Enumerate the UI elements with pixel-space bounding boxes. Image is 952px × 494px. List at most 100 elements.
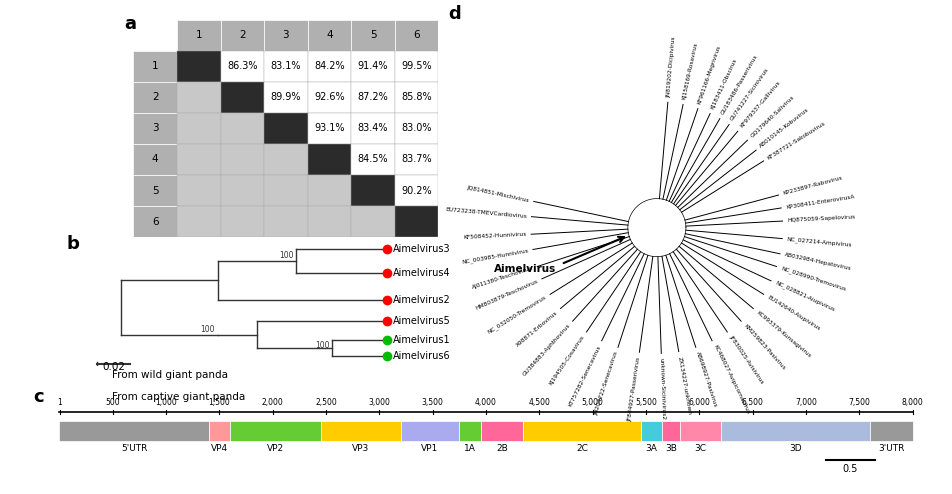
Bar	[459, 421, 480, 441]
Text: JQ814851-Mischivirus: JQ814851-Mischivirus	[466, 185, 529, 203]
Bar	[394, 20, 438, 51]
Bar	[394, 175, 438, 206]
Text: 3C: 3C	[694, 444, 705, 453]
Text: 5,500: 5,500	[634, 399, 656, 408]
Text: 86.3%: 86.3%	[227, 61, 257, 71]
Bar	[351, 113, 394, 144]
Text: Aimelvirus4: Aimelvirus4	[392, 268, 450, 278]
Text: 1A: 1A	[464, 444, 475, 453]
Text: 3,500: 3,500	[422, 399, 444, 408]
Bar	[133, 206, 177, 237]
Text: 5: 5	[151, 186, 158, 196]
Text: 2C: 2C	[575, 444, 587, 453]
Text: 6: 6	[151, 216, 158, 227]
Bar	[351, 206, 394, 237]
Text: KF979337-Gallivirus: KF979337-Gallivirus	[738, 80, 781, 129]
Text: KP308411-EnterovirusA: KP308411-EnterovirusA	[784, 194, 854, 209]
Text: 3'UTR: 3'UTR	[877, 444, 903, 453]
Text: 2B: 2B	[496, 444, 507, 453]
Text: 5'UTR: 5'UTR	[121, 444, 148, 453]
Text: 100: 100	[278, 250, 293, 259]
Text: VP1: VP1	[421, 444, 438, 453]
Text: GU183486-Passerivirus: GU183486-Passerivirus	[720, 54, 758, 116]
Text: KC468027-Avipicornavirus: KC468027-Avipicornavirus	[711, 344, 749, 415]
Text: From captive giant panda: From captive giant panda	[112, 392, 246, 402]
Bar	[220, 206, 264, 237]
Text: Aimelvirus6: Aimelvirus6	[392, 351, 450, 361]
Bar	[133, 175, 177, 206]
Text: KJ183411-Obscirus: KJ183411-Obscirus	[709, 58, 737, 110]
Bar	[394, 51, 438, 82]
Bar	[321, 421, 400, 441]
Text: 3D: 3D	[788, 444, 801, 453]
Text: EU723238-TMEVCardiovirus: EU723238-TMEVCardiovirus	[445, 206, 526, 219]
Text: NC_003985-Hunnivirus: NC_003985-Hunnivirus	[461, 247, 528, 265]
Text: 3B: 3B	[664, 444, 676, 453]
Text: 87.2%: 87.2%	[357, 92, 388, 102]
Bar	[307, 144, 351, 175]
Text: 3: 3	[283, 30, 288, 41]
Bar	[264, 113, 307, 144]
Bar	[523, 421, 640, 441]
Text: 3: 3	[151, 124, 158, 133]
Bar	[59, 421, 208, 441]
Text: 84.5%: 84.5%	[357, 155, 387, 165]
Text: d: d	[447, 5, 460, 23]
Bar	[680, 421, 720, 441]
Bar	[264, 82, 307, 113]
Bar	[720, 421, 869, 441]
Bar	[220, 175, 264, 206]
Text: X98871-Erbovirus: X98871-Erbovirus	[514, 310, 558, 347]
Bar	[394, 206, 438, 237]
Text: 4,500: 4,500	[527, 399, 549, 408]
Bar	[177, 51, 220, 82]
Text: GU741227-Sicinivirus: GU741227-Sicinivirus	[729, 67, 769, 122]
Bar	[133, 82, 177, 113]
Text: HM803879-Teschovirus: HM803879-Teschovirus	[474, 279, 538, 311]
Text: 1,000: 1,000	[155, 399, 177, 408]
Bar	[264, 175, 307, 206]
Text: 83.7%: 83.7%	[401, 155, 431, 165]
Text: NC_028990-Tremovirus: NC_028990-Tremovirus	[780, 265, 846, 292]
Text: JF844927-Passerivirus: JF844927-Passerivirus	[626, 357, 641, 422]
Text: KJ158169-Rosavirus: KJ158169-Rosavirus	[681, 42, 698, 100]
Text: GU384883-Aphthovirus: GU384883-Aphthovirus	[521, 323, 570, 377]
Bar	[351, 144, 394, 175]
Bar	[177, 206, 220, 237]
Bar	[307, 51, 351, 82]
Bar	[177, 175, 220, 206]
Bar	[264, 20, 307, 51]
Text: Aimelvirus3: Aimelvirus3	[392, 244, 450, 254]
Text: AB032984-Hepatovirus: AB032984-Hepatovirus	[783, 252, 851, 272]
Bar	[177, 82, 220, 113]
Text: 90.2%: 90.2%	[401, 186, 431, 196]
Bar	[394, 113, 438, 144]
Text: AB010145-Kobuvirus: AB010145-Kobuvirus	[758, 107, 809, 149]
Text: JF830025-Avisivirus: JF830025-Avisivirus	[727, 334, 764, 385]
Bar	[351, 20, 394, 51]
Text: KC993379-Kunsagivirus: KC993379-Kunsagivirus	[755, 310, 811, 359]
Text: 2: 2	[151, 92, 158, 102]
Text: b: b	[67, 235, 80, 252]
Bar	[264, 144, 307, 175]
Text: 8,000: 8,000	[901, 399, 922, 408]
Bar	[208, 421, 229, 441]
Bar	[394, 144, 438, 175]
Text: From wild giant panda: From wild giant panda	[112, 370, 228, 380]
Text: 93.1%: 93.1%	[314, 124, 345, 133]
Text: AJ011380-Teschovirus: AJ011380-Teschovirus	[470, 266, 533, 290]
Text: 83.1%: 83.1%	[270, 61, 301, 71]
Text: NC_032050-Tremovirus: NC_032050-Tremovirus	[486, 294, 547, 335]
Text: VP3: VP3	[351, 444, 369, 453]
Bar	[480, 421, 523, 441]
Text: 100: 100	[200, 325, 214, 334]
Text: 6,500: 6,500	[741, 399, 763, 408]
Text: 92.6%: 92.6%	[314, 92, 345, 102]
Bar	[220, 20, 264, 51]
Text: 1: 1	[195, 30, 202, 41]
Text: 2,000: 2,000	[262, 399, 284, 408]
Text: 5: 5	[369, 30, 376, 41]
Bar	[307, 82, 351, 113]
Bar	[133, 113, 177, 144]
Text: KJ194505-Cosavirus: KJ194505-Cosavirus	[548, 334, 585, 386]
